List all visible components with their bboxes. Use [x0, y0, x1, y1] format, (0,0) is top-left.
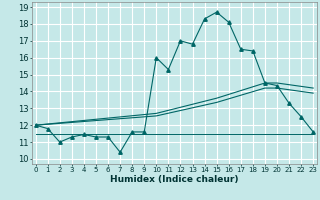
- X-axis label: Humidex (Indice chaleur): Humidex (Indice chaleur): [110, 175, 239, 184]
